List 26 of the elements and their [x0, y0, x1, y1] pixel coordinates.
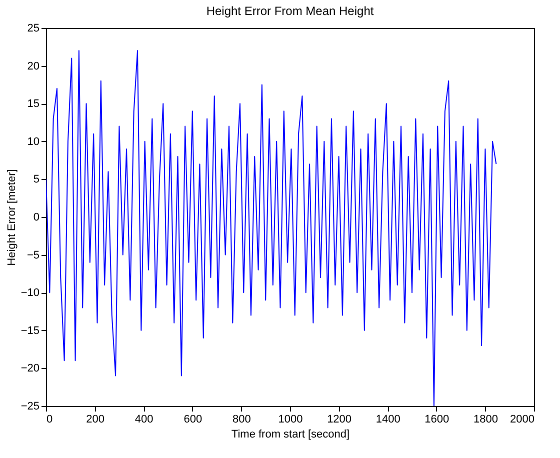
line-series: [46, 50, 497, 406]
x-tick-label: 2000: [510, 414, 534, 426]
y-tick-label: −20: [20, 362, 40, 375]
x-tick-label: 600: [184, 414, 202, 426]
y-tick-label: −5: [26, 249, 40, 262]
x-tick-label: 1200: [327, 414, 352, 426]
y-tick-label: −10: [20, 287, 40, 300]
y-tick-label: −25: [20, 400, 40, 412]
y-tick-label: 0: [33, 212, 40, 224]
chart-title: Height Error From Mean Height: [206, 4, 374, 18]
x-tick-label: 1400: [376, 414, 400, 426]
y-axis-title: Height Error [meter]: [6, 169, 18, 266]
x-axis-title: Time from start [second]: [231, 428, 350, 440]
x-tick-label: 1800: [473, 414, 498, 426]
x-tick-label: 800: [232, 414, 251, 426]
x-tick-label: 1600: [424, 414, 450, 426]
x-tick-label: 200: [86, 414, 104, 426]
y-tick-label: −15: [20, 324, 40, 337]
x-tick-label: 400: [134, 414, 154, 426]
y-tick-label: 20: [27, 60, 40, 72]
y-tick-label: 5: [33, 174, 40, 186]
x-tick-label: 0: [46, 414, 53, 426]
y-tick-label: 25: [27, 22, 40, 34]
y-tick-label: 10: [27, 136, 40, 148]
y-tick-label: 15: [27, 98, 40, 110]
x-tick-label: 1000: [278, 414, 303, 426]
